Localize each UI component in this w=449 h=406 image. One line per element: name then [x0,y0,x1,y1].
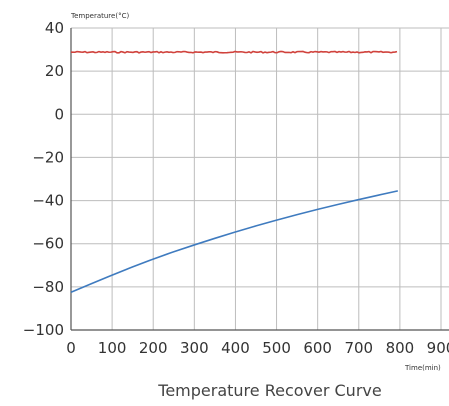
y-tick-label: −80 [32,278,64,296]
x-tick-label: 600 [303,339,332,357]
y-axis-label: Temperature(°C) [70,12,129,20]
x-tick-label: 200 [139,339,168,357]
y-tick-label: 0 [54,105,64,123]
x-tick-label: 400 [221,339,250,357]
x-axis-label: Time(min) [404,364,441,372]
axes [70,28,449,331]
chart-title: Temperature Recover Curve [157,381,381,400]
y-tick-label: 20 [45,62,64,80]
x-tick-label: 300 [180,339,209,357]
x-tick-label: 100 [98,339,127,357]
y-tick-label: 40 [45,19,64,37]
x-tick-label: 700 [344,339,373,357]
x-tick-label: 0 [66,339,76,357]
grid [71,27,449,331]
x-tick-label: 800 [386,339,415,357]
y-tick-label: −20 [32,148,64,166]
x-tick-label: 900 [427,339,449,357]
series-line-red [70,50,398,54]
y-tick-label: −60 [32,235,64,253]
series-lines [70,50,399,293]
x-tick-label: 500 [262,339,291,357]
series-line-blue [70,190,399,293]
y-tick-label: −100 [23,321,64,339]
y-tick-label: −40 [32,192,64,210]
